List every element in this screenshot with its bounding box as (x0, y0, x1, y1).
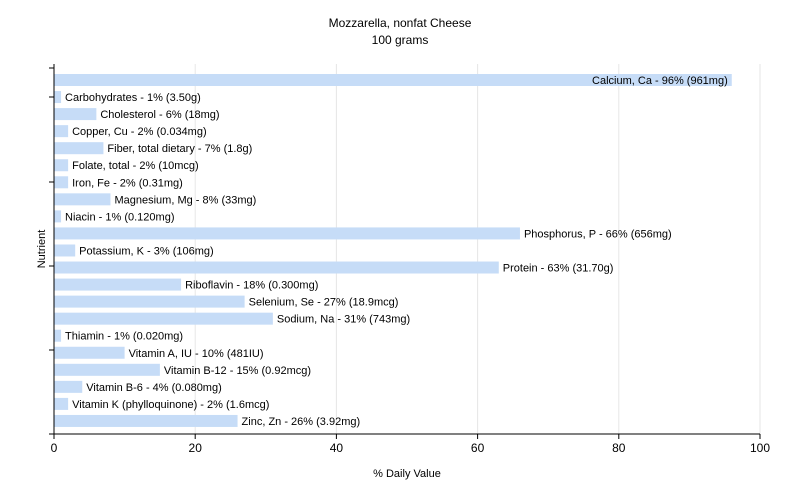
x-tick-label: 20 (189, 441, 203, 455)
x-tick-label: 60 (471, 441, 485, 455)
bar (54, 312, 273, 325)
bar-value-label: Vitamin B-12 - 15% (0.92mcg) (164, 365, 311, 377)
bar-value-label: Fiber, total dietary - 7% (1.8g) (107, 143, 252, 155)
bar (54, 210, 62, 223)
bar (54, 91, 62, 104)
bar (54, 295, 245, 308)
bar (54, 125, 69, 138)
bar-value-label: Potassium, K - 3% (106mg) (79, 245, 214, 257)
bar (54, 108, 97, 121)
bar (54, 142, 104, 155)
bar-layer (54, 74, 732, 427)
bar (54, 414, 238, 427)
bar-value-label: Zinc, Zn - 26% (3.92mg) (242, 416, 361, 428)
bar-value-label: Cholesterol - 6% (18mg) (100, 109, 219, 121)
bar-value-label: Niacin - 1% (0.120mg) (65, 211, 174, 223)
x-tick-label: 40 (330, 441, 344, 455)
bar-value-label: Carbohydrates - 1% (3.50g) (65, 92, 201, 104)
grid-layer (194, 64, 761, 434)
bar (54, 363, 160, 376)
bar-value-label: Vitamin K (phylloquinone) - 2% (1.6mcg) (72, 399, 269, 411)
bar (54, 159, 69, 172)
label-layer: 0 20 40 60 80 100 Calcium, Ca - 96% (961mg) Car… (51, 75, 771, 455)
bar-value-label: Iron, Fe - 2% (0.31mg) (72, 177, 183, 189)
bar-value-label: Selenium, Se - 27% (18.9mcg) (249, 297, 399, 309)
bar (54, 346, 125, 359)
bar-value-label: Phosphorus, P - 66% (656mg) (524, 228, 672, 240)
bar-value-label: Copper, Cu - 2% (0.034mg) (72, 126, 207, 138)
bar-value-label: Magnesium, Mg - 8% (33mg) (114, 194, 256, 206)
x-tick-label: 80 (612, 441, 626, 455)
bar (54, 278, 182, 291)
bar (54, 227, 520, 240)
bar (54, 397, 69, 410)
bar (54, 193, 111, 206)
x-tick-label: 100 (750, 441, 770, 455)
bar-value-label: Protein - 63% (31.70g) (503, 263, 614, 275)
bar-value-label: Thiamin - 1% (0.020mg) (65, 331, 183, 343)
bar-value-label: Folate, total - 2% (10mcg) (72, 160, 199, 172)
bar-value-label: Riboflavin - 18% (0.300mg) (185, 280, 318, 292)
y-axis-title: Nutrient (36, 230, 48, 269)
bar (54, 261, 499, 274)
bar-value-label: Sodium, Na - 31% (743mg) (277, 314, 410, 326)
bar (54, 74, 732, 86)
bar (54, 244, 76, 257)
axis-layer (49, 64, 761, 439)
bar (54, 176, 69, 189)
bar-value-label: Vitamin A, IU - 10% (481IU) (129, 348, 264, 360)
bar-value-label: Vitamin B-6 - 4% (0.080mg) (86, 382, 222, 394)
bar (54, 380, 83, 393)
bar (54, 329, 62, 342)
bar-value-label: Calcium, Ca - 96% (961mg) (592, 75, 728, 87)
x-axis-title: % Daily Value (373, 468, 441, 480)
x-tick-label: 0 (51, 441, 58, 455)
chart-subtitle: 100 grams (371, 33, 429, 47)
chart-title: Mozzarella, nonfat Cheese (328, 16, 472, 30)
